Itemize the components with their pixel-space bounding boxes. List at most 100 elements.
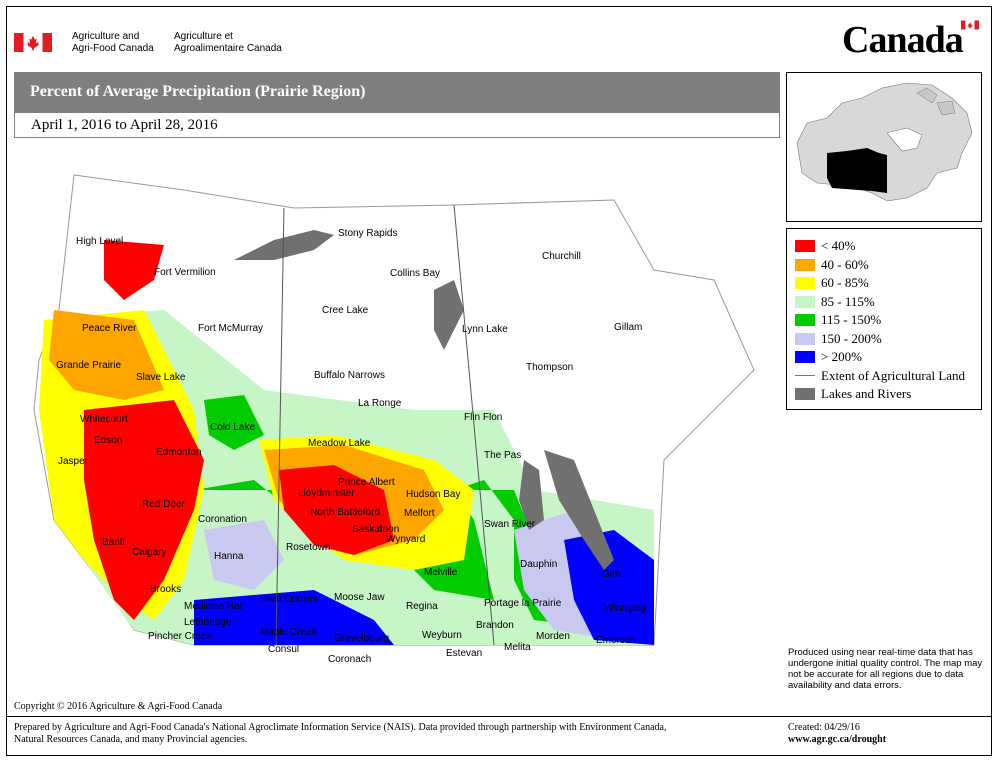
place-churchill: Churchill [542,251,581,262]
place-high-level: High Level [76,236,123,247]
map-title: Percent of Average Precipitation (Prairi… [14,72,780,112]
place-red-deer: Red Deer [142,499,185,510]
copyright: Copyright © 2016 Agriculture & Agri-Food… [14,701,223,712]
legend-swatch [795,332,815,345]
legend-item: 150 - 200% [795,330,981,349]
legend-item: > 200% [795,348,981,367]
place-gillam: Gillam [614,322,642,333]
place-edmonton: Edmonton [156,447,202,458]
place-coronation: Coronation [198,514,247,525]
zone-lavender-150-200 [204,520,284,590]
department-name-french: Agriculture et Agroalimentaire Canada [174,31,282,55]
place-melfort: Melfort [404,508,435,519]
place-estevan: Estevan [446,648,482,659]
place-stony-rapids: Stony Rapids [338,228,397,239]
place-peace-river: Peace River [82,323,137,334]
canada-flag-icon [14,33,52,52]
legend-label: < 40% [821,238,856,254]
place-consul: Consul [268,644,299,655]
place-meadow-lake: Meadow Lake [308,438,371,449]
place-cold-lake: Cold Lake [210,422,255,433]
place-jasper: Jasper [58,456,89,467]
lake-reindeer [434,280,464,350]
place-grande-prairie: Grande Prairie [56,360,121,371]
place-buffalo-narrows: Buffalo Narrows [314,370,385,381]
legend-item-lakes: Lakes and Rivers [795,385,981,404]
date-range: April 1, 2016 to April 28, 2016 [14,112,780,138]
place-lethbridge: Lethbridge [184,617,232,628]
place-morden: Morden [536,631,570,642]
legend-item: 85 - 115% [795,293,981,312]
zone-red-under-40 [84,400,204,620]
inset-map-graphic [796,82,973,202]
canada-wordmark: Canada [842,19,964,61]
place-maple-creek: Maple Creek [260,627,318,638]
legend-item-agland: Extent of Agricultural Land [795,367,981,386]
place-labels: High Level Fort Vermilion Stony Rapids C… [56,228,646,665]
inset-locator-map [786,72,982,222]
border-ab-sk [275,207,285,646]
legend-swatch [795,351,815,364]
place-brandon: Brandon [476,620,514,631]
legend-label: Extent of Agricultural Land [821,367,966,383]
border-sk-mb [453,204,495,646]
place-fort-vermilion: Fort Vermilion [154,267,216,278]
dept-en-line1: Agriculture and [72,31,140,42]
prepared-by: Prepared by Agriculture and Agri-Food Ca… [14,722,667,745]
legend-item: 60 - 85% [795,274,981,293]
zone-green-north [204,395,264,450]
place-pincher-creek: Pincher Creek [148,631,212,642]
place-saskatoon: Saskatoon [352,524,399,535]
created-date: Created: 04/29/16 [788,722,860,733]
place-dauphin: Dauphin [520,559,557,570]
legend-swatch [795,295,815,308]
drought-url: www.agr.gc.ca/drought [788,734,887,745]
place-weyburn: Weyburn [422,630,462,641]
place-melville: Melville [424,567,458,578]
place-lynn-lake: Lynn Lake [462,324,508,335]
legend-label: Lakes and Rivers [821,386,912,402]
place-calgary: Calgary [132,547,166,558]
place-wynyard: Wynyard [386,534,425,545]
legend-swatch [795,277,815,290]
lake-winnipeg [544,450,614,570]
place-lloydminster: Lloydminster [298,488,355,499]
legend-label: 115 - 150% [821,312,882,328]
dept-fr-line2: Agroalimentaire Canada [174,43,282,54]
footer-divider [6,716,992,717]
lake-athabasca [234,230,334,260]
legend-label: > 200% [821,349,862,365]
legend-line-symbol [795,375,815,377]
place-melita: Melita [504,642,531,653]
place-slave-lake: Slave Lake [136,372,186,383]
place-brooks: Brooks [150,584,181,595]
place-collins-bay: Collins Bay [390,268,440,279]
place-hanna: Hanna [214,551,244,562]
legend-label: 85 - 115% [821,293,875,309]
dept-en-line2: Agri-Food Canada [72,43,154,54]
zone-red-sask [279,465,394,555]
wordmark-flag-icon [961,20,979,30]
legend-label: 40 - 60% [821,256,869,272]
data-quality-note: Produced using near real-time data that … [788,647,983,691]
page-frame [6,6,992,756]
place-swift-current: Swift Current [260,594,318,605]
zone-blue-mb [564,530,654,645]
place-emerson: Emerson [596,635,636,646]
place-gravelbourg: Gravelbourg [334,633,389,644]
precipitation-map: High Level Fort Vermilion Stony Rapids C… [33,174,755,665]
place-portage-la-prairie: Portage la Prairie [484,598,562,609]
place-whitecourt: Whitecourt [80,414,128,425]
created-info: Created: 04/29/16 www.agr.gc.ca/drought [788,722,886,746]
place-coronach: Coronach [328,654,371,665]
legend-swatch [795,314,815,327]
department-name-english: Agriculture and Agri-Food Canada [72,31,154,55]
place-medicine-hat: Medicine Hat [184,601,243,612]
place-winnipeg: Winnipeg [604,603,646,614]
place-flin-flon: Flin Flon [464,412,502,423]
legend-label: 60 - 85% [821,275,869,291]
legend-item: < 40% [795,237,981,256]
place-moose-jaw: Moose Jaw [334,592,385,603]
legend-swatch [795,240,815,253]
legend-label: 150 - 200% [821,330,882,346]
